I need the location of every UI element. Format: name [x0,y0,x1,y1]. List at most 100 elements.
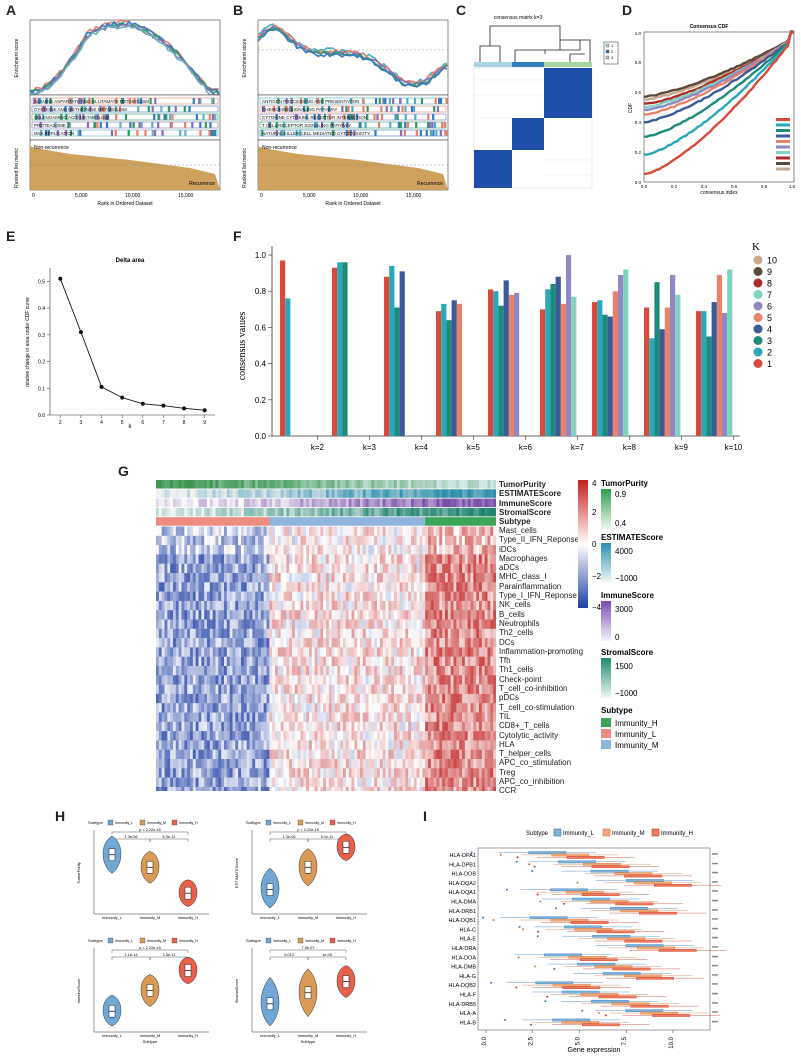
heatmap-cell [450,786,454,797]
i-outlier [597,1012,600,1014]
heatmap-cell [442,684,446,695]
gsea-hit-mark [425,130,428,136]
heatmap-cell [445,563,449,574]
heatmap-cell [303,563,307,574]
subtype-cell [411,517,415,526]
heatmap-cell [300,675,304,685]
heatmap-row-label: aDCs [499,563,520,573]
heatmap-cell [479,684,483,695]
h-pvalue-bracket [149,838,189,842]
anno-cell [275,498,279,508]
gsea-hit-mark [99,122,102,128]
anno-cell [399,498,403,508]
i-box [591,865,630,868]
heatmap-cell [405,582,409,592]
heatmap-cell [394,591,398,602]
heatmap-cell [368,526,372,536]
anno-cell [178,498,182,508]
heatmap-cell [286,786,290,797]
heatmap-cell [161,563,165,574]
heatmap-cell [345,684,349,695]
heatmap-cell [328,535,332,546]
anno-cell [280,498,284,508]
heatmap-cell [394,759,398,769]
heatmap-cell [167,786,171,797]
heatmap-cell [246,703,250,713]
heatmap-cell [425,786,429,797]
heatmap-cell [360,749,364,760]
heatmap-cell [249,638,253,648]
heatmap-cell [286,582,290,592]
heatmap-cell [181,759,185,769]
heatmap-cell [481,573,485,583]
gsea-hit-mark [149,98,152,104]
heatmap-cell [445,712,449,722]
heatmap-cell [411,721,415,732]
i-box [636,976,674,980]
anno-cell [473,498,477,508]
heatmap-cell [156,563,160,574]
anno-cell [300,498,304,508]
heatmap-cell [487,749,491,760]
heatmap-cell [464,703,468,713]
heatmap-cell [280,684,284,695]
anno-cell [343,507,347,517]
heatmap-cell [425,647,429,657]
anno-cell [317,489,321,498]
anno-cell [286,498,290,508]
heatmap-cell [433,759,437,769]
anno-cell [430,489,434,498]
heatmap-cell [450,777,454,788]
heatmap-cell [360,535,364,546]
heatmap-cell [320,693,324,704]
heatmap-cell [379,610,383,620]
heatmap-cell [300,535,304,546]
heatmap-cell [481,759,485,769]
heatmap-cell [161,545,165,555]
heatmap-cell [433,638,437,648]
heatmap-cell [470,628,474,639]
heatmap-cell [462,573,466,583]
heatmap-cell [447,628,451,639]
heatmap-cell [258,675,262,685]
heatmap-cell [258,573,262,583]
heatmap-cell [207,591,211,602]
heatmap-cell [175,656,179,667]
heatmap-cell [425,693,429,704]
f-bar-k=8-cluster7 [623,269,629,436]
gsea-hit-mark [433,106,436,112]
f-legend-dot-6 [753,301,763,311]
heatmap-cell [283,693,287,704]
heatmap-cell [246,749,250,760]
heatmap-cell [411,591,415,602]
heatmap-cell [229,786,233,797]
heatmap-cell [416,731,420,741]
heatmap-cell [277,619,281,629]
heatmap-cell [272,526,276,536]
heatmap-cell [456,749,460,760]
heatmap-cell [173,721,177,732]
heatmap-cell [447,749,451,760]
heatmap-cell [354,675,358,685]
subtype-cell [450,517,454,526]
heatmap-cell [416,582,420,592]
h-legend-title: Subtype [88,938,103,943]
heatmap-cell [263,703,267,713]
heatmap-cell [289,638,293,648]
heatmap-cell [218,740,222,750]
heatmap-cell [269,721,273,732]
heatmap-row-label: T_cell_co-inhibition [499,684,568,694]
subtype-cell [379,517,383,526]
gsea-hit-mark [103,106,106,112]
heatmap-cell [354,656,358,667]
heatmap-cell [487,768,491,778]
heatmap-cell [416,721,420,732]
heatmap-cell [283,786,287,797]
heatmap-cell [212,656,216,667]
heatmap-cell [317,777,321,788]
heatmap-cell [161,721,165,732]
heatmap-cell [453,721,457,732]
panel-letter-e: E [6,228,16,244]
anno-cell [229,489,233,498]
heatmap-cell [343,740,347,750]
